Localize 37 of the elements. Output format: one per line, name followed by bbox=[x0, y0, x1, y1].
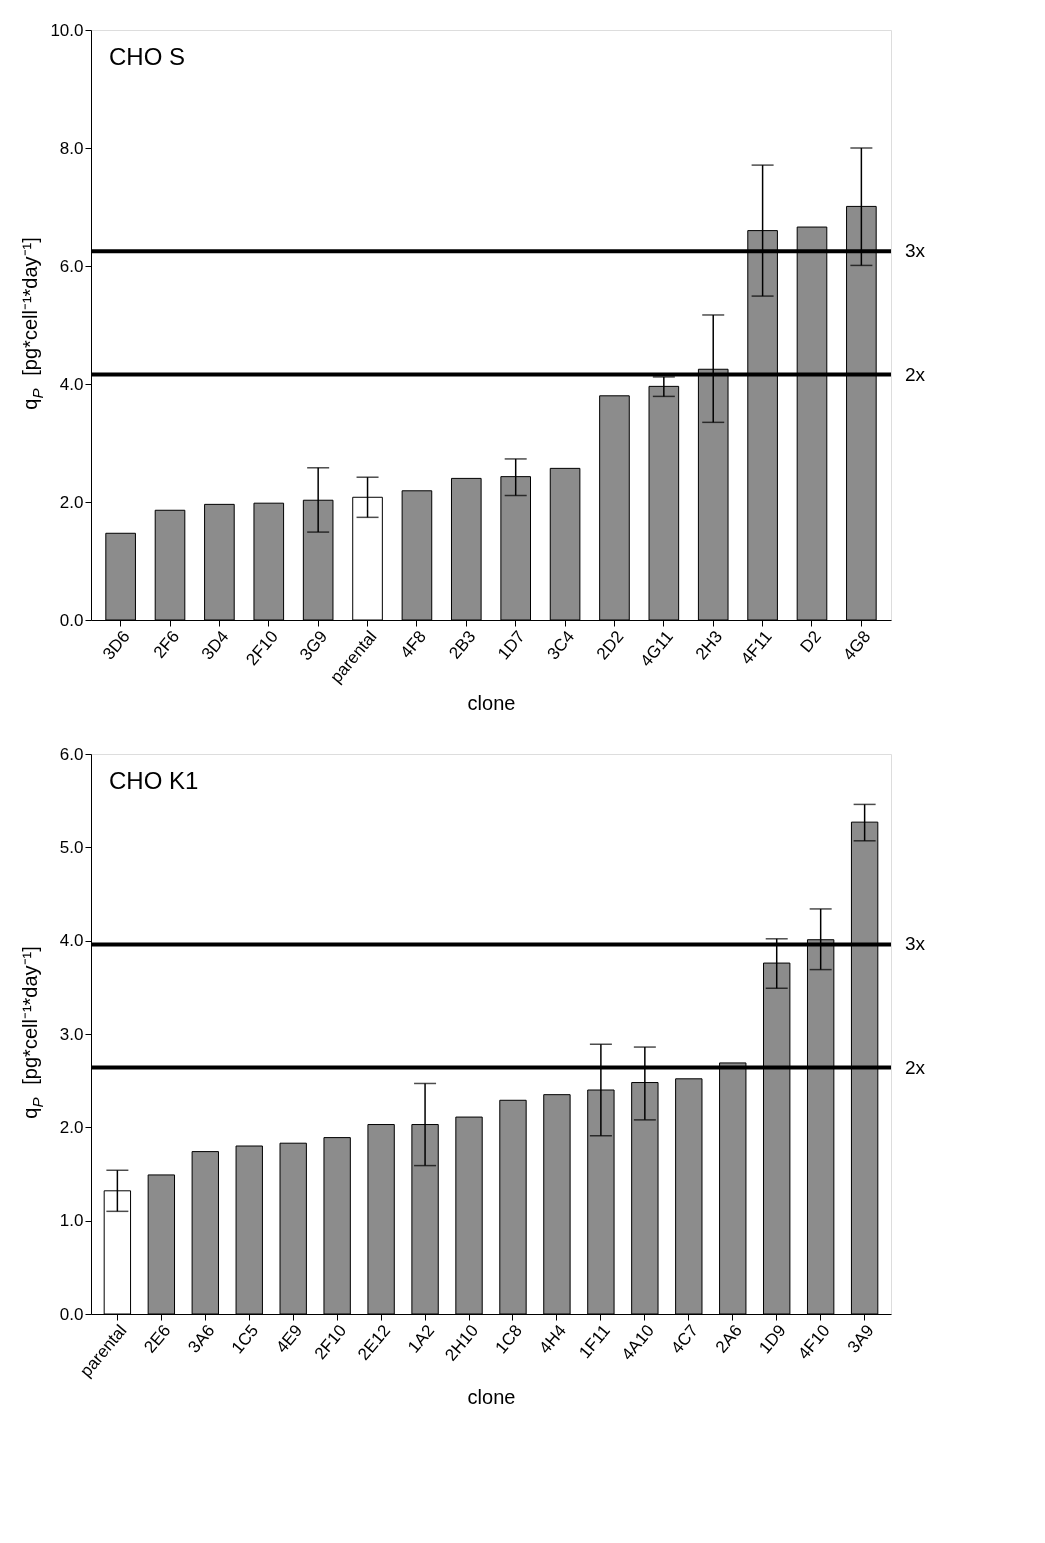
y-tick-label: 2.0 bbox=[59, 492, 84, 512]
y-tick-label: 1.0 bbox=[59, 1211, 84, 1231]
text: CHO K1 bbox=[109, 767, 199, 794]
x-tick-label: 4H4 bbox=[535, 1321, 570, 1358]
y-tick-label: 10.0 bbox=[50, 20, 84, 40]
y-axis-title: qP [pg*cell⁻¹*day⁻¹] bbox=[19, 237, 46, 410]
y-tick-label: 4.0 bbox=[59, 374, 84, 394]
y-tick-label: 8.0 bbox=[59, 138, 84, 158]
x-tick-label: 2B3 bbox=[445, 627, 480, 663]
x-tick-label: 1A2 bbox=[404, 1321, 439, 1357]
y-axis-title: qP [pg*cell⁻¹*day⁻¹] bbox=[19, 946, 46, 1119]
y-tick-label: 5.0 bbox=[59, 837, 84, 857]
x-tick-label: 2E6 bbox=[140, 1321, 175, 1357]
x-tick-label: 3D4 bbox=[197, 627, 233, 664]
x-tick-label: D2 bbox=[796, 627, 826, 657]
x-tick-label: 4E9 bbox=[272, 1321, 307, 1357]
x-tick-label: 2A6 bbox=[711, 1321, 746, 1357]
x-axis-title: clone bbox=[467, 1385, 516, 1408]
ref-line-label: 3x bbox=[905, 933, 926, 955]
y-tick-label: 3.0 bbox=[59, 1024, 84, 1044]
x-tick-label: 3A9 bbox=[843, 1321, 878, 1357]
ref-line-label: 2x bbox=[905, 363, 926, 385]
y-tick-label: 0.0 bbox=[59, 610, 84, 630]
x-tick-label: 2F6 bbox=[149, 627, 184, 662]
y-tick-label: 4.0 bbox=[59, 931, 84, 951]
y-tick-label: 6.0 bbox=[59, 744, 84, 764]
text: CHO S bbox=[109, 43, 186, 70]
x-tick-label: 3D6 bbox=[99, 627, 134, 664]
ref-line-label: 2x bbox=[905, 1056, 926, 1078]
x-tick-label: 4F8 bbox=[396, 627, 430, 662]
y-tick-label: 2.0 bbox=[59, 1117, 84, 1137]
x-tick-label: 3A6 bbox=[184, 1321, 219, 1357]
ref-line-label: 3x bbox=[905, 240, 926, 262]
y-tick-label: 0.0 bbox=[59, 1304, 84, 1324]
x-axis-title: clone bbox=[467, 691, 516, 714]
x-tick-label: 3C4 bbox=[543, 627, 579, 664]
y-tick-label: 6.0 bbox=[59, 256, 84, 276]
